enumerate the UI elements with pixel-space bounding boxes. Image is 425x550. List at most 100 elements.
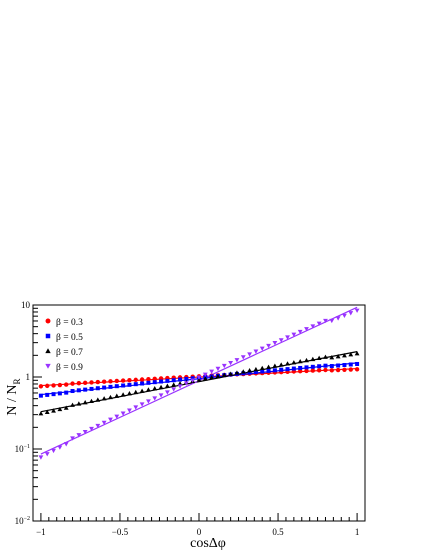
data-point — [297, 358, 303, 364]
data-point — [51, 392, 56, 397]
data-point — [95, 423, 101, 429]
data-point — [108, 417, 113, 422]
data-point — [120, 378, 126, 383]
data-point — [95, 386, 100, 391]
data-point — [133, 382, 138, 387]
x-tick-label: 0 — [197, 527, 202, 537]
data-point — [310, 364, 315, 369]
data-point — [329, 355, 335, 360]
x-tick-label: 1 — [355, 527, 360, 537]
data-point — [184, 376, 189, 381]
data-point — [310, 368, 316, 373]
data-point — [253, 366, 259, 372]
data-point — [202, 372, 208, 377]
y-axis-label: N / NR — [5, 378, 22, 415]
data-point — [209, 375, 215, 380]
x-tick-label: −0.5 — [112, 527, 129, 537]
data-point — [355, 361, 360, 366]
data-point — [127, 408, 132, 413]
data-point — [89, 398, 94, 404]
data-point — [89, 426, 94, 432]
data-point — [335, 354, 341, 359]
data-point — [272, 341, 278, 346]
data-point — [108, 384, 113, 389]
data-point — [44, 452, 50, 457]
data-point — [253, 349, 259, 354]
data-point — [44, 409, 50, 414]
data-point — [354, 308, 360, 313]
data-point — [348, 362, 353, 367]
data-point — [272, 363, 278, 368]
data-point — [221, 372, 227, 378]
data-point — [323, 318, 328, 324]
data-point — [279, 367, 284, 372]
data-point — [342, 367, 347, 372]
data-point — [329, 318, 335, 324]
data-point — [202, 376, 208, 381]
data-point — [76, 388, 81, 393]
data-point — [108, 379, 113, 384]
data-point — [272, 368, 277, 373]
data-point — [101, 379, 107, 384]
data-point — [329, 368, 334, 373]
data-point — [38, 411, 44, 416]
data-point — [247, 368, 252, 373]
data-point — [38, 455, 44, 460]
data-point — [121, 383, 126, 388]
data-point — [183, 381, 189, 386]
data-point — [221, 363, 227, 369]
y-tick-label: 10−1 — [15, 444, 30, 454]
data-point — [38, 384, 44, 389]
data-point — [82, 380, 88, 386]
data-point — [215, 366, 221, 372]
data-point — [285, 335, 290, 340]
legend-marker — [45, 363, 51, 369]
data-point — [329, 364, 334, 369]
data-point — [278, 362, 284, 367]
data-point — [310, 356, 316, 362]
data-point — [259, 346, 265, 351]
data-point — [63, 382, 69, 387]
data-point — [152, 376, 157, 381]
data-point — [38, 393, 43, 398]
data-point — [57, 382, 63, 388]
data-point — [278, 338, 284, 343]
data-point — [70, 389, 75, 394]
data-point — [95, 379, 101, 385]
legend-label: β = 0.7 — [56, 348, 83, 358]
data-point — [266, 368, 271, 373]
data-point — [70, 436, 75, 441]
data-point — [228, 371, 234, 376]
data-point — [178, 377, 183, 382]
data-point — [348, 352, 354, 357]
x-axis-label: cosΔφ — [190, 536, 226, 550]
legend-marker — [45, 318, 51, 324]
data-point — [297, 329, 303, 335]
data-point — [316, 368, 322, 373]
data-point — [133, 377, 138, 383]
data-point — [304, 365, 309, 370]
data-point — [127, 391, 132, 396]
data-point — [76, 381, 82, 386]
data-point — [297, 368, 303, 374]
data-point — [171, 387, 177, 392]
data-point — [114, 414, 120, 419]
data-point — [158, 393, 164, 398]
data-point — [45, 383, 50, 389]
data-point — [266, 343, 271, 349]
data-point — [234, 370, 240, 375]
data-point — [51, 408, 56, 413]
data-point — [82, 430, 88, 435]
data-point — [260, 369, 265, 374]
legend-marker — [45, 333, 51, 339]
data-point — [64, 390, 69, 395]
data-point — [354, 367, 360, 372]
data-point — [146, 380, 151, 385]
data-point — [285, 361, 290, 366]
data-point — [335, 316, 341, 321]
data-point — [348, 311, 354, 316]
data-point — [342, 313, 347, 319]
data-point — [291, 332, 297, 337]
data-point — [102, 385, 107, 390]
data-point — [146, 387, 151, 392]
